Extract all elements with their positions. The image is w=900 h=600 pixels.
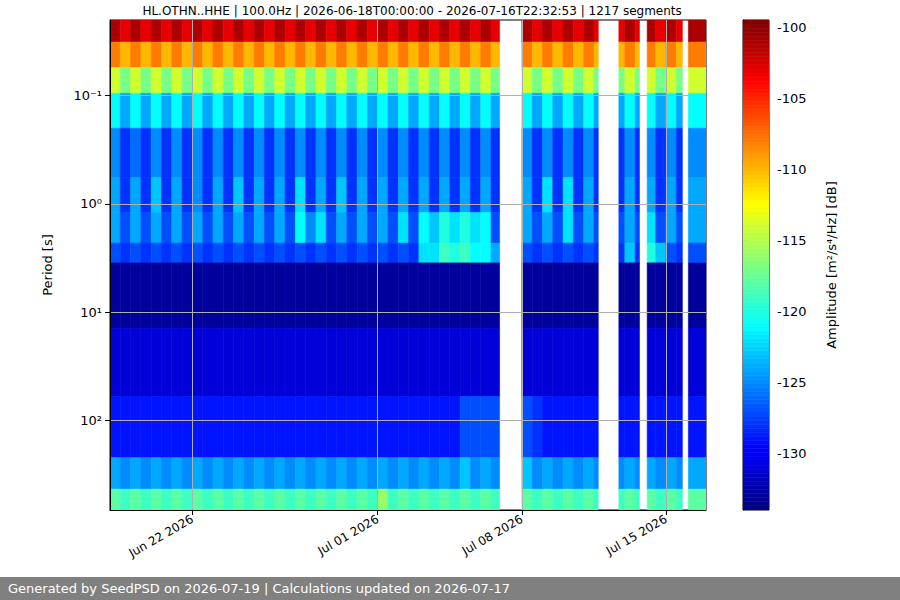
svg-text:-105: -105 (777, 91, 807, 106)
svg-text:10¹: 10¹ (80, 305, 102, 320)
svg-text:-125: -125 (777, 375, 807, 390)
svg-text:-130: -130 (777, 446, 807, 461)
svg-text:Period [s]: Period [s] (40, 234, 55, 296)
svg-text:10⁰: 10⁰ (80, 196, 102, 211)
svg-text:Amplitude [m²/s⁴/Hz] [dB]: Amplitude [m²/s⁴/Hz] [dB] (824, 181, 839, 349)
svg-text:10²: 10² (80, 413, 102, 428)
svg-text:Jul 08 2026: Jul 08 2026 (459, 512, 526, 559)
svg-text:-100: -100 (777, 20, 807, 35)
svg-text:Jul 01 2026: Jul 01 2026 (315, 512, 382, 559)
svg-text:-115: -115 (777, 233, 807, 248)
svg-text:10⁻¹: 10⁻¹ (73, 88, 102, 103)
html-text:Generated by SeedPSD on 2026-0: Generated by SeedPSD on 2026-07-19 | Cal… (8, 581, 510, 596)
svg-text:-120: -120 (777, 304, 807, 319)
svg-text:HL.OTHN..HHE | 100.0Hz | 2026-: HL.OTHN..HHE | 100.0Hz | 2026-06-18T00:0… (142, 4, 681, 18)
svg-text:Jun 22 2026: Jun 22 2026 (126, 512, 196, 561)
svg-text:-110: -110 (777, 162, 807, 177)
svg-text:Jul 15 2026: Jul 15 2026 (603, 512, 670, 559)
